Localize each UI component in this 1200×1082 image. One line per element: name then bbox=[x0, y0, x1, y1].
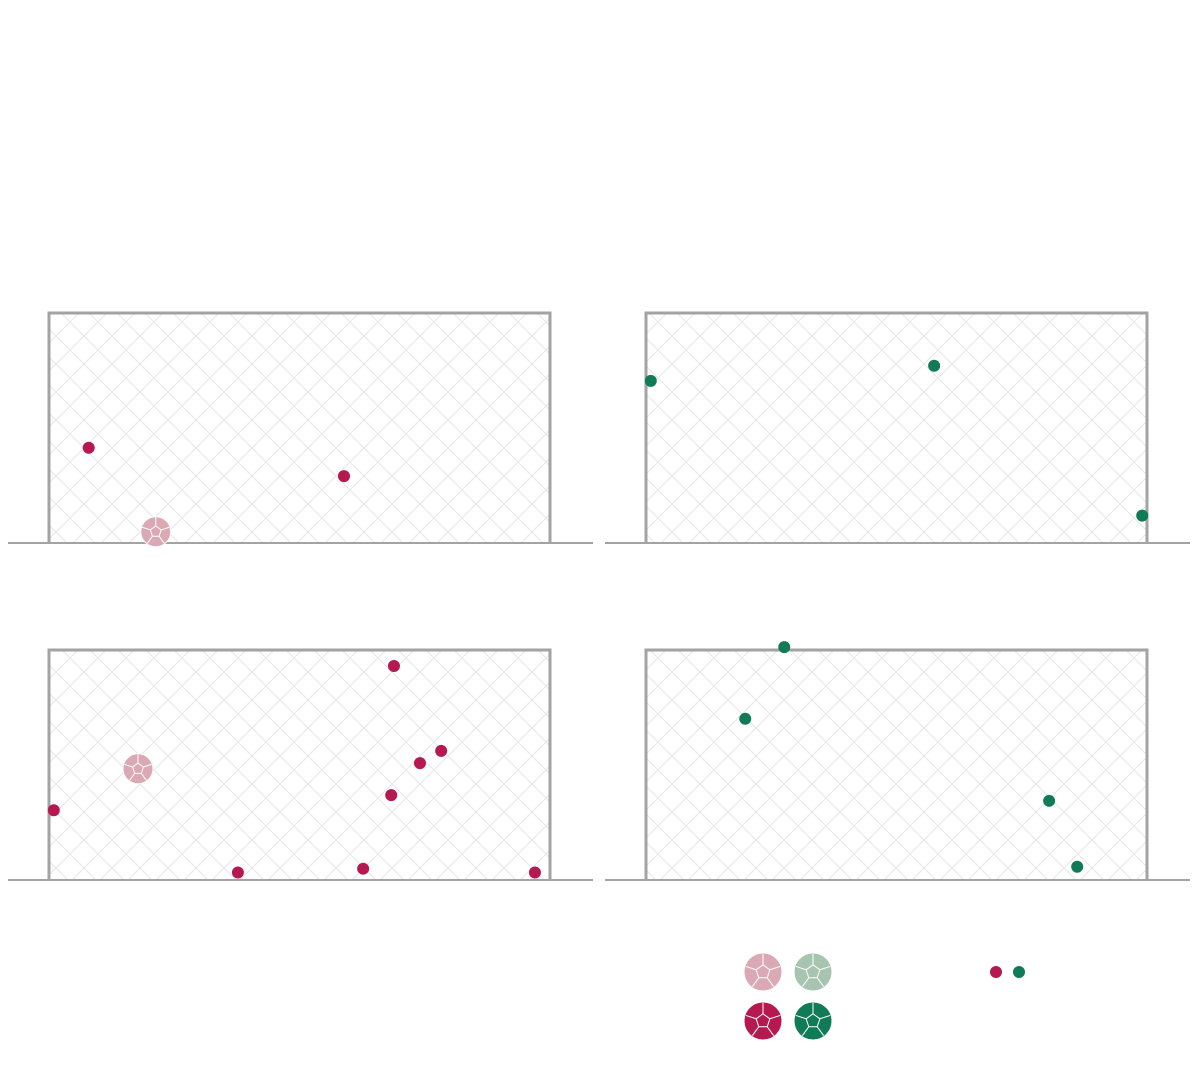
goal-frame bbox=[644, 648, 1149, 880]
shot-dot bbox=[47, 804, 60, 817]
goal-frame bbox=[644, 311, 1149, 543]
shot-dot bbox=[928, 359, 941, 372]
shot-dot bbox=[387, 660, 400, 673]
goal-frame bbox=[47, 648, 552, 880]
legend-ball bbox=[743, 952, 783, 992]
legend-ball bbox=[743, 1001, 783, 1041]
legend-ball bbox=[793, 1001, 833, 1041]
ball-seam bbox=[795, 965, 807, 971]
ball-patch bbox=[805, 1013, 821, 1028]
ball-seam bbox=[816, 977, 825, 987]
goal-net bbox=[49, 313, 550, 543]
goal-ball bbox=[122, 753, 154, 785]
ball-body bbox=[793, 1001, 833, 1041]
legend-dot bbox=[1013, 966, 1025, 978]
ball-seam bbox=[819, 965, 831, 971]
goal-ball bbox=[140, 516, 172, 548]
legend-ball bbox=[793, 952, 833, 992]
ball-seam bbox=[769, 965, 781, 971]
ball-seam bbox=[766, 1026, 775, 1036]
ball-seam bbox=[161, 526, 170, 531]
legend-dot bbox=[990, 966, 1002, 978]
ball-seam bbox=[129, 773, 136, 781]
ball-patch bbox=[132, 762, 144, 774]
goal-frame bbox=[47, 311, 552, 543]
ball-body bbox=[743, 1001, 783, 1041]
ball-seam bbox=[146, 536, 153, 544]
shot-dot bbox=[435, 744, 448, 757]
goal-net bbox=[646, 650, 1147, 880]
shot-dot bbox=[413, 757, 426, 770]
shot-dot bbox=[1043, 794, 1056, 807]
shot-dot bbox=[1071, 860, 1084, 873]
shot-dot bbox=[739, 712, 752, 725]
goal-net bbox=[646, 313, 1147, 543]
shot-dot bbox=[778, 641, 791, 654]
shot-dot bbox=[231, 866, 244, 879]
ball-seam bbox=[751, 977, 760, 987]
shot-dot bbox=[1136, 509, 1149, 522]
ball-seam bbox=[769, 1014, 781, 1020]
ball-seam bbox=[801, 977, 810, 987]
ball-body bbox=[743, 952, 783, 992]
ball-seam bbox=[745, 1014, 757, 1020]
shot-dot bbox=[337, 470, 350, 483]
ball-seam bbox=[158, 536, 165, 544]
ball-seam bbox=[801, 1026, 810, 1036]
ball-patch bbox=[805, 964, 821, 979]
ball-seam bbox=[140, 773, 147, 781]
shot-dot bbox=[644, 374, 657, 387]
shot-dot bbox=[385, 789, 398, 802]
ball-seam bbox=[745, 965, 757, 971]
ball-body bbox=[122, 753, 154, 785]
ball-patch bbox=[755, 964, 771, 979]
ball-seam bbox=[124, 763, 133, 768]
ball-seam bbox=[816, 1026, 825, 1036]
ball-body bbox=[793, 952, 833, 992]
ball-seam bbox=[795, 1014, 807, 1020]
ball-patch bbox=[149, 525, 162, 537]
shot-dot bbox=[82, 441, 95, 454]
shot-dot bbox=[528, 866, 541, 879]
ball-seam bbox=[143, 763, 152, 768]
ball-body bbox=[140, 516, 172, 548]
ball-seam bbox=[819, 1014, 831, 1020]
ball-patch bbox=[755, 1013, 771, 1028]
ball-seam bbox=[142, 526, 151, 531]
ball-seam bbox=[766, 977, 775, 987]
shot-dot bbox=[357, 862, 370, 875]
ball-seam bbox=[751, 1026, 760, 1036]
